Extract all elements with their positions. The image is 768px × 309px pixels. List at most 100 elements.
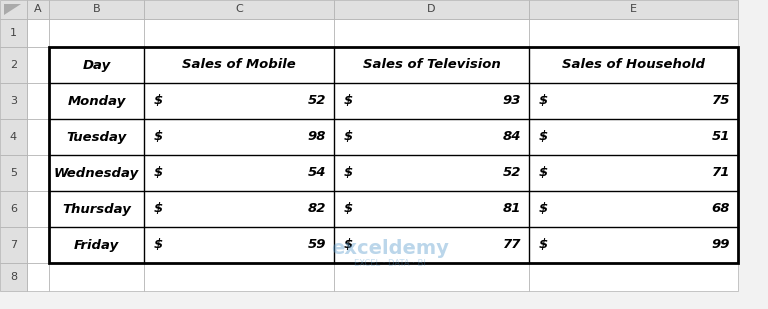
Bar (144, 119, 334, 155)
Bar (49, 47, 738, 263)
Bar (49, 19, 144, 47)
Text: $: $ (344, 130, 353, 143)
Bar (529, 0, 738, 19)
Bar (144, 227, 334, 263)
Text: 99: 99 (711, 239, 730, 252)
Bar (334, 47, 529, 83)
Bar (27, 263, 49, 291)
Text: $: $ (539, 167, 548, 180)
Bar (0, 227, 27, 263)
Text: 51: 51 (711, 130, 730, 143)
Bar (27, 19, 49, 47)
Text: 75: 75 (711, 95, 730, 108)
Text: Sales of Household: Sales of Household (562, 58, 705, 71)
Text: 5: 5 (10, 168, 17, 178)
Bar (334, 263, 529, 291)
Text: A: A (35, 5, 41, 15)
Bar (334, 83, 529, 119)
Text: 71: 71 (711, 167, 730, 180)
Bar (529, 263, 738, 291)
Bar (144, 155, 334, 191)
Text: D: D (427, 5, 435, 15)
Bar (334, 227, 529, 263)
Text: 7: 7 (10, 240, 17, 250)
Bar (529, 191, 738, 227)
Bar (334, 191, 529, 227)
Bar (27, 155, 49, 191)
Bar (27, 83, 49, 119)
Text: Thursday: Thursday (62, 202, 131, 215)
Bar (529, 155, 738, 191)
Bar (49, 0, 144, 19)
Bar (334, 0, 529, 19)
Text: $: $ (344, 167, 353, 180)
Text: 8: 8 (10, 272, 17, 282)
Text: 68: 68 (711, 202, 730, 215)
Bar (27, 227, 49, 263)
Text: $: $ (154, 130, 164, 143)
Text: Day: Day (82, 58, 111, 71)
Bar (334, 155, 529, 191)
Bar (529, 227, 738, 263)
Bar (144, 0, 334, 19)
Text: $: $ (539, 95, 548, 108)
Bar (529, 19, 738, 47)
Bar (0, 19, 27, 47)
Text: 1: 1 (10, 28, 17, 38)
Text: Sales of Mobile: Sales of Mobile (182, 58, 296, 71)
Text: 98: 98 (307, 130, 326, 143)
Bar (144, 191, 334, 227)
Bar (49, 263, 144, 291)
Bar (0, 191, 27, 227)
Text: 52: 52 (502, 167, 521, 180)
Text: 84: 84 (502, 130, 521, 143)
Text: $: $ (154, 95, 164, 108)
Text: C: C (235, 5, 243, 15)
Bar (0, 155, 27, 191)
Text: Friday: Friday (74, 239, 119, 252)
Bar (529, 47, 738, 83)
Bar (49, 47, 144, 83)
Bar (27, 119, 49, 155)
Text: EXCEL · DATA · BI: EXCEL · DATA · BI (354, 259, 426, 268)
Text: 77: 77 (502, 239, 521, 252)
Bar (49, 191, 144, 227)
Text: 3: 3 (10, 96, 17, 106)
Bar (144, 263, 334, 291)
Bar (529, 119, 738, 155)
Text: 59: 59 (307, 239, 326, 252)
Bar (144, 83, 334, 119)
Text: $: $ (344, 239, 353, 252)
Text: $: $ (344, 95, 353, 108)
Bar (49, 119, 144, 155)
Text: $: $ (539, 202, 548, 215)
Text: 6: 6 (10, 204, 17, 214)
Text: B: B (93, 5, 101, 15)
Bar (27, 191, 49, 227)
Bar (0, 83, 27, 119)
Text: 2: 2 (10, 60, 17, 70)
Bar (0, 263, 27, 291)
Text: 52: 52 (307, 95, 326, 108)
Text: E: E (630, 5, 637, 15)
Bar (49, 47, 738, 263)
Text: 93: 93 (502, 95, 521, 108)
Polygon shape (4, 4, 21, 15)
Bar (49, 227, 144, 263)
Text: $: $ (344, 202, 353, 215)
Bar (27, 0, 49, 19)
Text: $: $ (154, 239, 164, 252)
Text: 54: 54 (307, 167, 326, 180)
Bar (144, 19, 334, 47)
Text: $: $ (539, 130, 548, 143)
Bar (529, 83, 738, 119)
Bar (0, 0, 27, 19)
Text: Monday: Monday (68, 95, 126, 108)
Bar (144, 47, 334, 83)
Text: $: $ (154, 167, 164, 180)
Text: Tuesday: Tuesday (66, 130, 127, 143)
Text: exceldemy: exceldemy (331, 239, 449, 257)
Bar (27, 47, 49, 83)
Bar (334, 19, 529, 47)
Text: Wednesday: Wednesday (54, 167, 139, 180)
